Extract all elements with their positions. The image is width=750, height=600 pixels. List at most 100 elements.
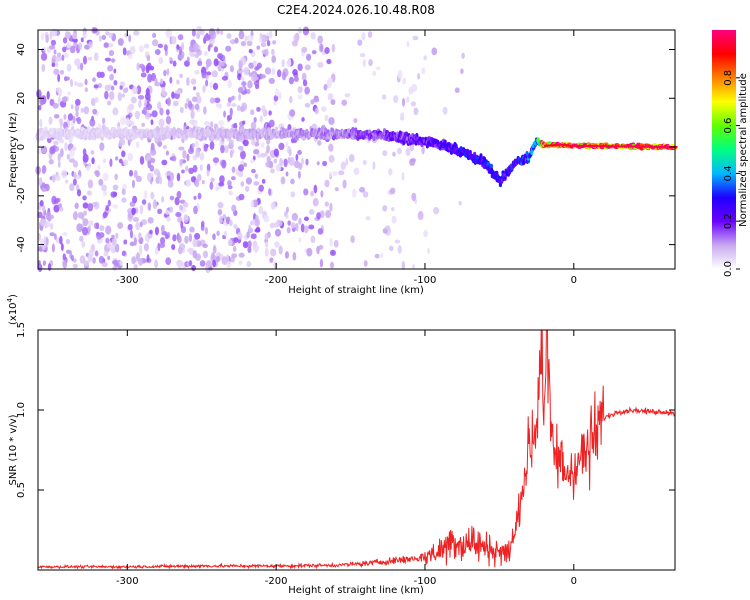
speckle [57, 96, 61, 106]
speckle [169, 206, 174, 214]
speckle [186, 76, 190, 87]
speckle [191, 96, 198, 103]
speckle [375, 66, 381, 71]
speckle [270, 248, 277, 257]
speckle [391, 215, 397, 224]
speckle [144, 98, 148, 107]
speckle [310, 235, 316, 244]
speckle [138, 232, 142, 240]
ridge-core [551, 144, 554, 147]
speckle [283, 158, 288, 168]
speckle [163, 44, 168, 52]
speckle [317, 228, 324, 235]
speckle [113, 79, 118, 86]
colorbar-tick-label: 0.4 [723, 165, 734, 181]
speckle [229, 39, 236, 45]
speckle [81, 241, 86, 248]
speckle [194, 179, 200, 188]
speckle [61, 169, 68, 179]
speckle [143, 43, 150, 49]
speckle [56, 52, 62, 58]
speckle [154, 246, 159, 255]
speckle [285, 214, 289, 219]
speckle [83, 106, 90, 115]
speckle [55, 55, 62, 62]
speckle [297, 63, 303, 71]
speckle [88, 41, 93, 48]
speckle [179, 158, 184, 166]
speckle [304, 86, 310, 95]
speckle [284, 251, 290, 259]
speckle [460, 68, 464, 75]
speckle [82, 195, 87, 201]
speckle [291, 212, 298, 221]
speckle [330, 99, 336, 105]
ridge-core [630, 145, 633, 148]
speckle [42, 205, 46, 212]
speckle [405, 147, 411, 157]
speckle [76, 116, 82, 125]
speckle [215, 255, 221, 263]
speckle [266, 145, 270, 154]
speckle [59, 206, 64, 212]
ridge-core [558, 143, 562, 146]
speckle [278, 245, 283, 255]
speckle [131, 207, 136, 216]
speckle [64, 179, 69, 184]
speckle [134, 110, 141, 120]
speckle [238, 30, 245, 40]
speckle [92, 257, 96, 264]
ridge-core [675, 146, 678, 149]
speckle [256, 153, 262, 158]
ridge-core [664, 145, 668, 148]
speckle [236, 105, 241, 112]
speckle [279, 157, 284, 167]
speckle [228, 139, 234, 146]
speckle [171, 91, 175, 99]
ridge-cell [402, 140, 406, 146]
speckle [405, 96, 410, 103]
speckle [172, 234, 177, 242]
speckle [101, 184, 107, 192]
speckle [259, 114, 263, 123]
speckle [84, 78, 88, 86]
speckle [218, 119, 225, 126]
speckle [225, 45, 232, 52]
speckle [393, 95, 399, 104]
speckle [264, 233, 269, 241]
speckle [127, 152, 133, 162]
speckle [202, 243, 208, 248]
speckle [101, 117, 106, 125]
x-tick-label: 0 [571, 275, 577, 286]
speckle [324, 179, 330, 188]
ridge-core [611, 145, 614, 148]
speckle [231, 253, 238, 259]
speckle [290, 191, 296, 198]
ridge-cell [155, 137, 159, 143]
speckle [442, 106, 448, 115]
ridge-core [555, 143, 559, 146]
speckle [216, 27, 220, 35]
speckle [341, 99, 348, 106]
speckle [412, 35, 419, 41]
speckle [143, 243, 150, 252]
speckle [59, 69, 65, 75]
ridge-core [579, 144, 583, 147]
speckle [242, 120, 246, 125]
ridge-core [616, 145, 620, 148]
speckle [295, 222, 299, 232]
speckle [219, 61, 225, 67]
speckle [82, 30, 87, 39]
speckle [317, 61, 324, 68]
speckle [136, 62, 140, 71]
speckle [254, 228, 261, 233]
ridge-core [570, 144, 574, 147]
speckle [122, 183, 128, 190]
speckle [209, 97, 216, 104]
speckle [247, 246, 252, 253]
speckle [214, 186, 220, 191]
speckle [229, 107, 233, 117]
speckle [104, 57, 112, 62]
speckle [82, 202, 89, 209]
